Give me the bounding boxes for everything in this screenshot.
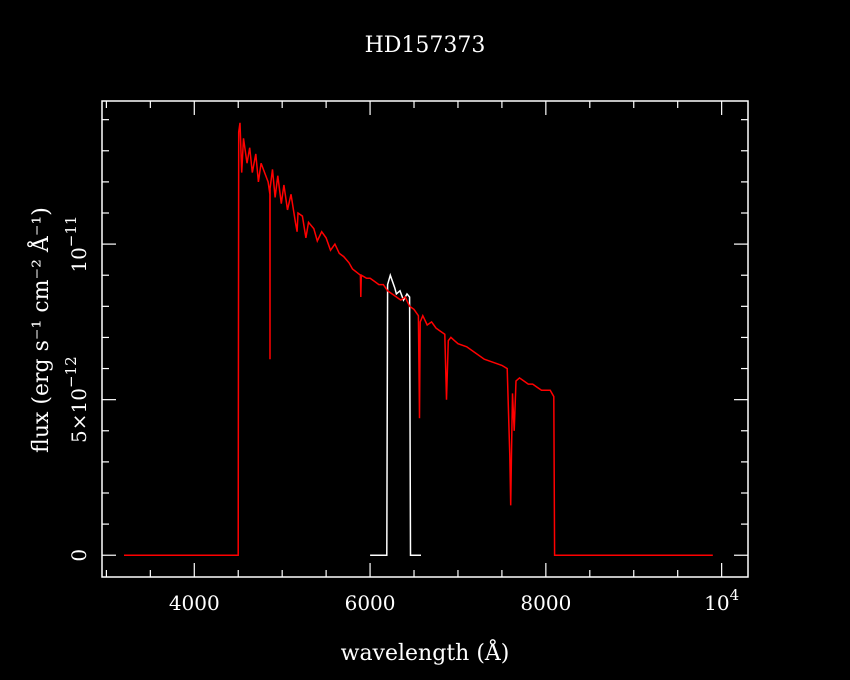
series-line-2 [124, 122, 713, 556]
x-tick-label: 8000 [520, 591, 571, 615]
series-line-1 [370, 272, 421, 556]
x-tick-label: 104 [704, 586, 739, 615]
y-tick-label: 5×10−12 [62, 356, 91, 443]
plot-area: 4000 6000 8000 104 0 5×10−12 10−11 [62, 100, 749, 615]
x-tick-label: 6000 [345, 591, 396, 615]
y-tick-label: 0 [67, 549, 91, 562]
x-axis-label: wavelength (Å) [341, 638, 510, 666]
y-tick-label: 10−11 [62, 216, 91, 273]
y-axis-label: flux (erg s⁻¹ cm⁻² Å⁻¹) [26, 207, 54, 453]
chart-title: HD157373 [365, 33, 486, 58]
plot-frame [101, 100, 749, 578]
x-tick-label: 4000 [169, 591, 220, 615]
